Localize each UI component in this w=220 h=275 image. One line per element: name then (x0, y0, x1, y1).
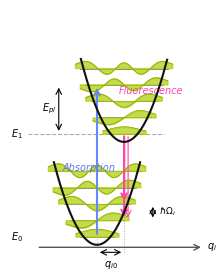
Text: $E_0$: $E_0$ (11, 230, 23, 244)
Text: $q_i$: $q_i$ (207, 241, 217, 253)
Text: $q_{i0}$: $q_{i0}$ (104, 258, 117, 271)
Text: $\hbar\Omega_i$: $\hbar\Omega_i$ (159, 206, 176, 218)
Text: $E_{pi}$: $E_{pi}$ (42, 102, 56, 117)
Text: $E_1$: $E_1$ (11, 127, 23, 141)
Text: Fluorescence: Fluorescence (119, 86, 183, 96)
Text: Absorption: Absorption (62, 163, 116, 173)
